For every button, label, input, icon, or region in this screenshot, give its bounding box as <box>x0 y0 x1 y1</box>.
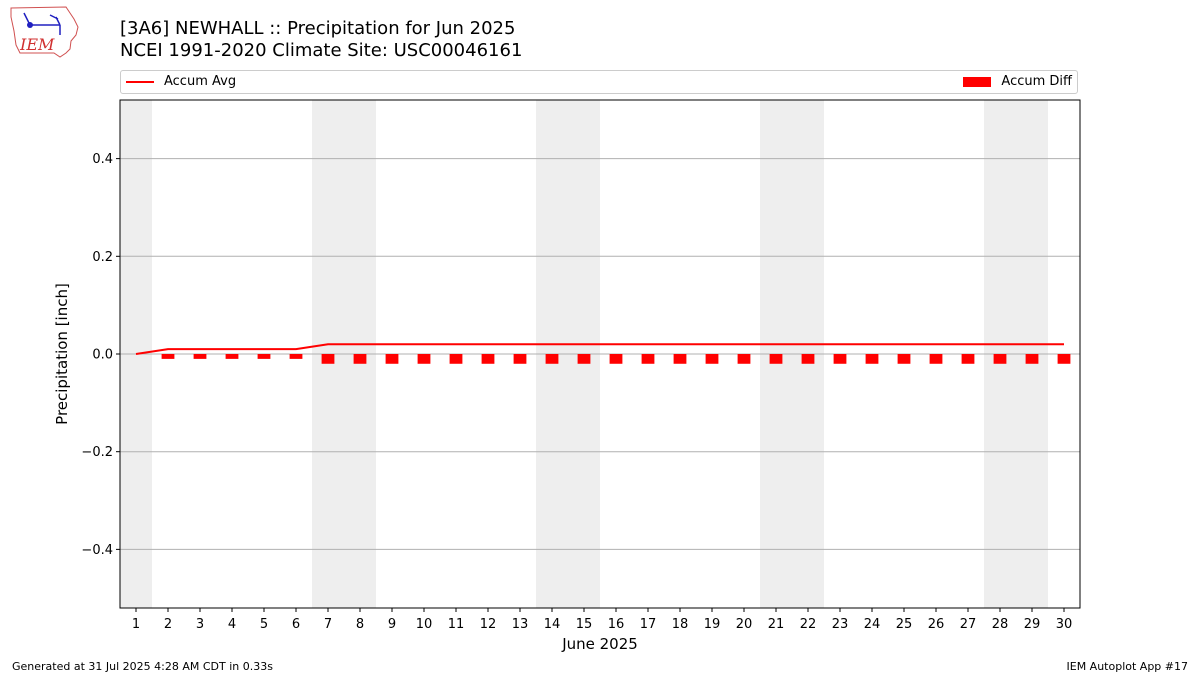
accum-avg-line-group <box>135 343 1064 355</box>
accum-diff-bar-day-20 <box>737 354 751 364</box>
x-tick-label: 26 <box>928 617 945 632</box>
x-tick-label: 1 <box>132 617 140 632</box>
accum-diff-bar-day-23 <box>833 354 847 364</box>
legend-item-accum-avg: Accum Avg <box>126 74 236 89</box>
accum-diff-bar-day-2 <box>161 354 175 359</box>
x-tick-label: 8 <box>356 617 364 632</box>
legend-item-accum-diff: Accum Diff <box>963 74 1072 89</box>
legend-label-accum-diff: Accum Diff <box>1001 74 1072 89</box>
accum-diff-bar-day-15 <box>577 354 591 364</box>
accum-diff-bar-day-3 <box>193 354 207 359</box>
accum-diff-bar-day-8 <box>353 354 367 364</box>
legend-label-accum-avg: Accum Avg <box>164 74 237 89</box>
y-tick-label: 0.2 <box>92 250 113 265</box>
iem-logo: IEM <box>10 6 79 58</box>
x-tick-label: 16 <box>608 617 625 632</box>
legend-bar-swatch <box>963 76 992 87</box>
x-tick-label: 4 <box>228 617 236 632</box>
x-tick-label: 28 <box>992 617 1009 632</box>
accum-diff-bar-day-25 <box>897 354 911 364</box>
x-tick-label: 24 <box>864 617 881 632</box>
x-tick-label: 10 <box>416 617 433 632</box>
accum-diff-bar-day-7 <box>321 354 335 364</box>
accum-diff-bar-day-10 <box>417 354 431 364</box>
accum-diff-bar-day-18 <box>673 354 687 364</box>
x-tick-label: 14 <box>544 617 561 632</box>
x-tick-label: 15 <box>576 617 593 632</box>
x-tick-label: 29 <box>1024 617 1041 632</box>
x-tick-label: 2 <box>164 617 172 632</box>
chart-title: [3A6] NEWHALL :: Precipitation for Jun 2… <box>120 18 516 39</box>
x-tick-label: 3 <box>196 617 204 632</box>
weather-vane-icon <box>23 12 61 35</box>
accum-diff-bar-day-13 <box>513 354 527 364</box>
x-tick-label: 27 <box>960 617 977 632</box>
x-tick-label: 17 <box>640 617 657 632</box>
x-tick-label: 20 <box>736 617 753 632</box>
vane-hub-icon <box>27 22 33 28</box>
app-id: IEM Autoplot App #17 <box>1066 660 1189 673</box>
accum-diff-bar-day-27 <box>961 354 975 364</box>
x-tick-label: 9 <box>388 617 396 632</box>
y-tick-label: 0.4 <box>92 152 113 167</box>
accum-diff-bar-day-19 <box>705 354 719 364</box>
accum-diff-bar-day-26 <box>929 354 943 364</box>
accum-diff-bar-day-21 <box>769 354 783 364</box>
accum-avg-line <box>135 343 1064 355</box>
x-tick-label: 6 <box>292 617 300 632</box>
accum-diff-bar-day-12 <box>481 354 495 364</box>
y-tick-label: −0.2 <box>81 445 113 460</box>
chart-subtitle: NCEI 1991-2020 Climate Site: USC00046161 <box>120 40 523 61</box>
accum-diff-bars <box>161 354 1071 364</box>
legend-line-swatch <box>126 80 154 83</box>
x-axis-label: June 2025 <box>561 635 638 653</box>
x-axis-ticks: 1 2 3 4 5 6 7 8 9 10 11 12 13 14 15 16 17 18 19 20 21 22 23 24 2… <box>132 608 1072 632</box>
accum-diff-bar-day-14 <box>545 354 559 364</box>
accum-diff-bar-day-16 <box>609 354 623 364</box>
y-tick-label: 0.0 <box>92 348 113 363</box>
y-axis-label: Precipitation [inch] <box>53 283 71 425</box>
grid-lines <box>120 158 1080 550</box>
logo-text: IEM <box>19 35 55 54</box>
accum-diff-bar-day-22 <box>801 354 815 364</box>
x-tick-label: 12 <box>480 617 497 632</box>
generated-timestamp: Generated at 31 Jul 2025 4:28 AM CDT in … <box>12 660 273 673</box>
accum-diff-bar-day-28 <box>993 354 1007 364</box>
x-tick-label: 19 <box>704 617 721 632</box>
x-tick-label: 18 <box>672 617 689 632</box>
accum-diff-bar-day-29 <box>1025 354 1039 364</box>
x-tick-label: 5 <box>260 617 268 632</box>
x-tick-label: 30 <box>1056 617 1073 632</box>
x-tick-label: 23 <box>832 617 849 632</box>
accum-diff-bar-day-24 <box>865 354 879 364</box>
x-tick-label: 25 <box>896 617 913 632</box>
x-tick-label: 22 <box>800 617 817 632</box>
x-tick-label: 13 <box>512 617 529 632</box>
accum-diff-bar-day-9 <box>385 354 399 364</box>
x-tick-label: 7 <box>324 617 332 632</box>
legend: Accum Avg Accum Diff <box>120 70 1078 94</box>
y-tick-label: −0.4 <box>81 543 113 558</box>
accum-diff-bar-day-30 <box>1057 354 1071 364</box>
x-tick-label: 21 <box>768 617 785 632</box>
y-axis-ticks: −0.4 −0.2 0.0 0.2 0.4 <box>81 152 120 558</box>
accum-diff-bar-day-17 <box>641 354 655 364</box>
accum-diff-bar-day-6 <box>289 354 303 359</box>
x-tick-label: 11 <box>448 617 465 632</box>
accum-diff-bar-day-4 <box>225 354 239 359</box>
accum-diff-bar-day-11 <box>449 354 463 364</box>
accum-diff-bar-day-5 <box>257 354 271 359</box>
